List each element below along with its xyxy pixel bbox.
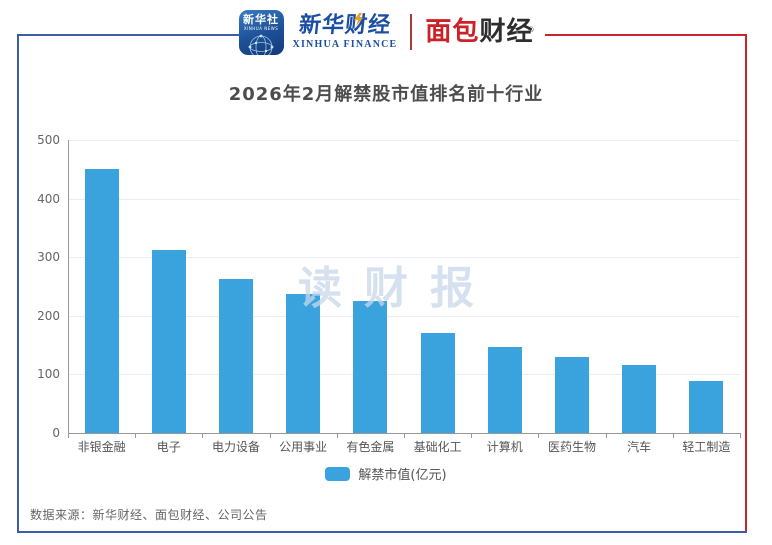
y-axis-label-300: 300 xyxy=(37,250,60,265)
x-axis-tick xyxy=(336,433,338,438)
gridline-500 xyxy=(68,140,740,141)
bar-基础化工 xyxy=(420,332,455,433)
x-axis-label-公用事业: 公用事业 xyxy=(279,440,328,454)
frame-right-line xyxy=(745,34,747,533)
x-axis-tick xyxy=(672,433,674,438)
gridline-100 xyxy=(68,374,740,376)
lightning-icon xyxy=(354,12,364,26)
bar-电力设备 xyxy=(219,279,253,433)
page-title: 2026年2月解禁股市值排名前十行业 xyxy=(228,84,544,105)
bar-汽车 xyxy=(622,365,657,433)
x-axis-label-非银金融: 非银金融 xyxy=(77,440,126,454)
chart-legend: 解禁市值(亿元) xyxy=(0,464,772,483)
x-axis-label-计算机: 计算机 xyxy=(486,440,523,454)
legend-swatch xyxy=(325,466,351,481)
bar-医药生物 xyxy=(555,357,589,433)
x-axis-label-电子: 电子 xyxy=(156,440,181,454)
x-axis-tick xyxy=(605,433,607,438)
y-axis-label-400: 400 xyxy=(37,191,60,206)
bread-finance-red-text: 面包 xyxy=(425,17,480,47)
xinhua-news-logo: 新华社 XINHUA NEWS xyxy=(238,9,284,55)
x-axis-tick xyxy=(740,433,741,438)
x-axis-label-汽车: 汽车 xyxy=(627,440,652,454)
x-axis-label-有色金属: 有色金属 xyxy=(346,440,395,454)
y-axis-line xyxy=(68,140,69,433)
frame-bottom-line xyxy=(17,531,747,533)
header-logo-row: 新华社 XINHUA NEWS 新华财经 XINHUA FINANCE 面包财经… xyxy=(0,6,772,58)
gridline-200 xyxy=(68,315,740,317)
bread-finance-logo: 面包财经 ® xyxy=(425,17,536,47)
bar-有色金属 xyxy=(353,301,388,433)
globe-network-icon xyxy=(248,34,274,55)
logo-divider xyxy=(410,14,413,50)
y-axis-label-0: 0 xyxy=(52,426,60,440)
x-axis-tick xyxy=(538,433,540,438)
x-axis-tick xyxy=(404,433,405,438)
x-axis-tick xyxy=(471,433,473,438)
y-axis-label-500: 500 xyxy=(37,133,60,147)
xinhua-badge-cn-label: 新华社 xyxy=(243,12,280,26)
bar-计算机 xyxy=(487,347,522,433)
bar-电子 xyxy=(151,249,186,433)
x-axis-tick xyxy=(68,433,69,438)
legend-label: 解禁市值(亿元) xyxy=(358,468,447,483)
bar-公用事业 xyxy=(286,293,321,433)
bar-非银金融 xyxy=(84,169,119,433)
xinhua-badge-en-label: XINHUA NEWS xyxy=(243,25,279,31)
x-axis-label-轻工制造: 轻工制造 xyxy=(682,440,731,454)
gridline-400 xyxy=(68,198,740,200)
bar-轻工制造 xyxy=(689,380,724,433)
y-axis-label-200: 200 xyxy=(37,308,60,323)
x-axis-label-医药生物: 医药生物 xyxy=(547,440,596,454)
frame-left-line xyxy=(17,34,19,533)
frame-top-left-line xyxy=(17,34,251,36)
frame-top-right-line xyxy=(545,34,747,36)
x-axis-tick xyxy=(202,433,204,438)
x-axis-tick xyxy=(135,433,137,438)
xinhua-finance-logo: 新华财经 XINHUA FINANCE xyxy=(292,12,398,52)
data-source-text: 数据来源：新华财经、面包财经、公司公告 xyxy=(30,508,268,522)
xinhua-finance-en: XINHUA FINANCE xyxy=(292,38,398,50)
x-axis-tick xyxy=(269,433,271,438)
gridline-300 xyxy=(68,257,740,259)
y-axis-label-100: 100 xyxy=(37,367,60,382)
registered-mark: ® xyxy=(527,26,536,34)
x-axis-label-基础化工: 基础化工 xyxy=(413,440,462,454)
x-axis-label-电力设备: 电力设备 xyxy=(211,440,260,454)
bread-finance-dark-text: 财经 xyxy=(479,17,534,47)
